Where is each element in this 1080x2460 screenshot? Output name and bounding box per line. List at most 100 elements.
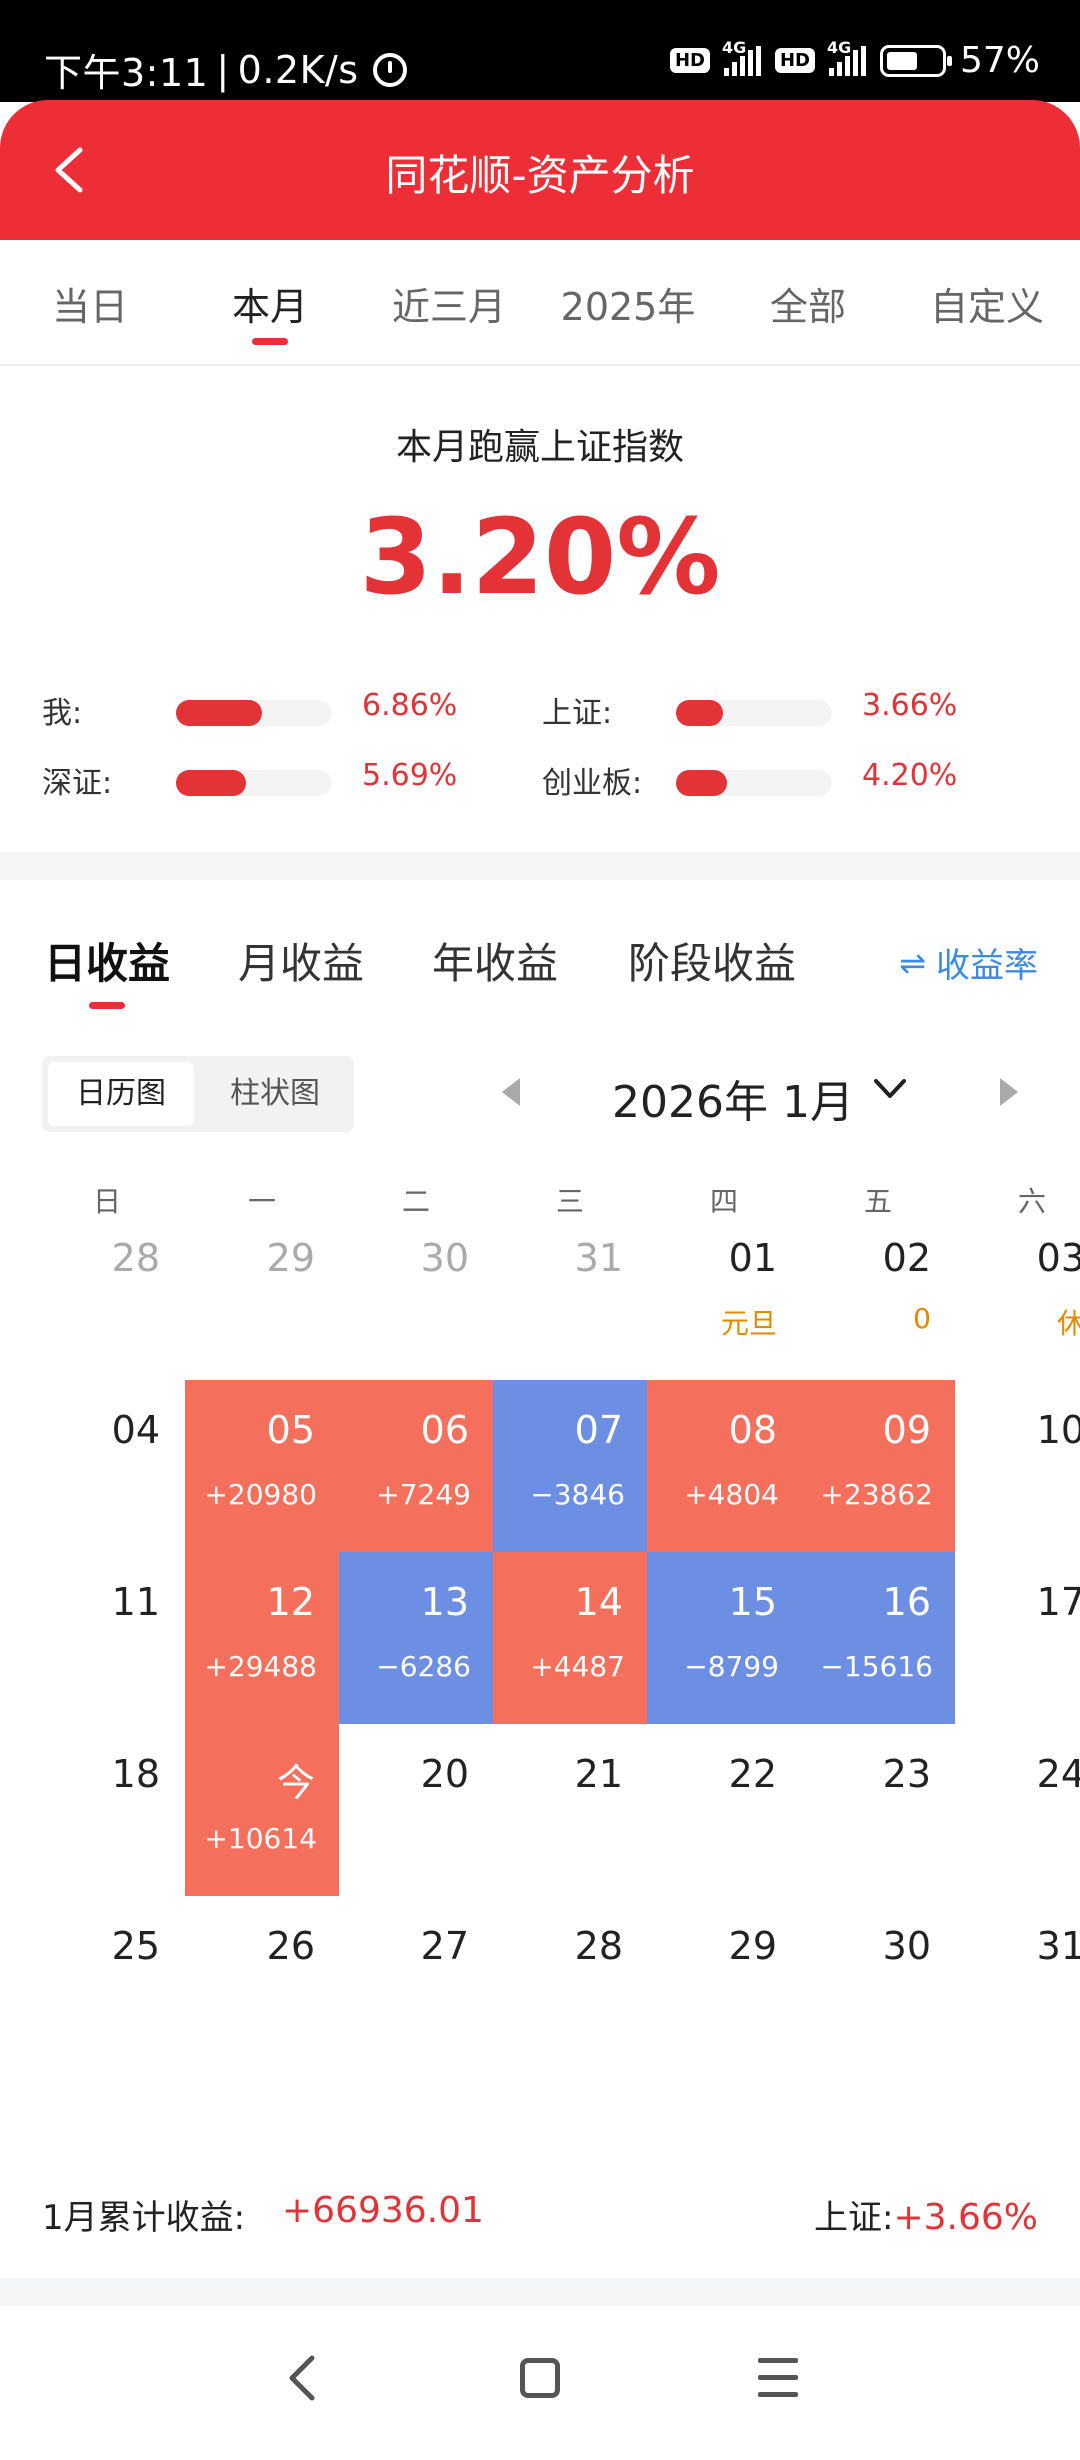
day-number: 28 <box>574 1924 623 1968</box>
calendar-day-cell[interactable]: 今 +10614 <box>185 1724 339 1896</box>
day-number: 25 <box>111 1924 160 1968</box>
day-profit: +20980 <box>204 1478 317 1511</box>
day-profit: −8799 <box>684 1650 779 1683</box>
calendar-day-cell[interactable]: 18 <box>30 1724 184 1896</box>
compare-row-shenzhen: 深证: 5.69% <box>42 758 522 801</box>
weekday-label: 一 <box>247 1185 276 1218</box>
tab-today[interactable]: 当日 <box>0 276 180 331</box>
hd-icon: HD <box>669 48 710 73</box>
day-profit: +23862 <box>820 1478 933 1511</box>
calendar-day-cell[interactable]: 12 +29488 <box>185 1552 339 1724</box>
calendar-day-cell[interactable]: 31 <box>493 1208 647 1380</box>
calendar-day-cell[interactable]: 06 +7249 <box>339 1380 493 1552</box>
calendar-day-cell[interactable]: 24 <box>955 1724 1080 1896</box>
day-number: 27 <box>420 1924 469 1968</box>
tab-monthly-profit[interactable]: 月收益 <box>238 930 364 991</box>
tab-this-month[interactable]: 本月 <box>180 276 360 345</box>
calendar-day-cell[interactable]: 05 +20980 <box>185 1380 339 1552</box>
calendar-day-cell[interactable]: 09 +23862 <box>801 1380 955 1552</box>
day-number: 20 <box>420 1752 469 1796</box>
day-number: 26 <box>266 1924 315 1968</box>
weekday-label: 五 <box>863 1185 892 1218</box>
tab-label: 全部 <box>769 285 846 329</box>
calendar-day-cell[interactable]: 29 <box>647 1896 801 2068</box>
tab-year-2025[interactable]: 2025年 <box>538 276 718 331</box>
nav-menu-icon[interactable] <box>758 2358 798 2398</box>
calendar-day-cell[interactable]: 21 <box>493 1724 647 1896</box>
calendar-day-cell[interactable]: 23 <box>801 1724 955 1896</box>
compare-row-mine: 我: 6.86% <box>42 688 522 731</box>
tab-all[interactable]: 全部 <box>718 276 898 331</box>
day-number: 10 <box>1036 1408 1080 1452</box>
tab-custom[interactable]: 自定义 <box>897 276 1077 331</box>
bar-view-button[interactable]: 柱状图 <box>230 1076 320 1111</box>
calendar-day-cell[interactable]: 31 <box>955 1896 1080 2068</box>
compare-value: 3.66% <box>862 688 958 723</box>
calendar-day-cell[interactable]: 29 <box>185 1208 339 1380</box>
hd-icon-2: HD <box>774 48 815 73</box>
calendar-day-cell[interactable]: 20 <box>339 1724 493 1896</box>
back-icon[interactable] <box>50 146 90 194</box>
calendar-day-cell[interactable]: 04 <box>30 1380 184 1552</box>
day-number: 01 <box>728 1236 777 1280</box>
calendar-day-cell[interactable]: 13 −6286 <box>339 1552 493 1724</box>
tab-stage-profit[interactable]: 阶段收益 <box>628 930 796 991</box>
calendar-day-cell[interactable]: 08 +4804 <box>647 1380 801 1552</box>
compare-bar-fill <box>676 700 723 726</box>
day-number: 17 <box>1036 1580 1080 1624</box>
tab-yearly-profit[interactable]: 年收益 <box>432 930 558 991</box>
day-number: 02 <box>882 1236 931 1280</box>
rate-toggle-button[interactable]: ⇌ 收益率 <box>899 938 1038 987</box>
day-profit: +29488 <box>204 1650 317 1683</box>
calendar-day-cell[interactable]: 30 <box>339 1208 493 1380</box>
calendar-day-cell[interactable]: 28 <box>30 1208 184 1380</box>
prev-month-icon[interactable] <box>502 1078 520 1106</box>
compare-value: 4.20% <box>862 758 958 793</box>
day-number: 07 <box>574 1408 623 1452</box>
day-note: 元旦 <box>720 1307 777 1340</box>
compare-bar <box>676 700 832 726</box>
day-number: 21 <box>574 1752 623 1796</box>
calendar-day-cell[interactable]: 27 <box>339 1896 493 2068</box>
day-profit: +10614 <box>204 1822 317 1855</box>
calendar-view-button[interactable]: 日历图 <box>48 1062 194 1126</box>
calendar-day-cell[interactable]: 17 <box>955 1552 1080 1724</box>
day-note: 0 <box>913 1302 931 1335</box>
calendar-day-cell[interactable]: 25 <box>30 1896 184 2068</box>
calendar-day-cell[interactable]: 15 −8799 <box>647 1552 801 1724</box>
next-month-icon[interactable] <box>1000 1078 1018 1106</box>
day-number: 04 <box>111 1408 160 1452</box>
calendar-day-cell[interactable]: 03 休 <box>955 1208 1080 1380</box>
tab-three-months[interactable]: 近三月 <box>359 276 539 331</box>
month-total-label: 1月累计收益: <box>42 2198 246 2238</box>
summary-heading: 本月跑赢上证指数 <box>395 427 684 468</box>
tab-label: 月收益 <box>238 939 365 988</box>
compare-bar-fill <box>176 700 262 726</box>
chevron-down-icon[interactable] <box>872 1076 908 1102</box>
status-left: 下午3:11 | 0.2K/s <box>44 42 407 97</box>
calendar-day-cell[interactable]: 26 <box>185 1896 339 2068</box>
nav-home-icon[interactable] <box>520 2358 560 2398</box>
day-number: 29 <box>728 1924 777 1968</box>
calendar-day-cell[interactable]: 30 <box>801 1896 955 2068</box>
tab-label: 本月 <box>231 285 308 329</box>
calendar-day-cell[interactable]: 22 <box>647 1724 801 1896</box>
month-selector[interactable]: 2026年 1月 <box>612 1077 854 1128</box>
calendar-day-cell[interactable]: 10 <box>955 1380 1080 1552</box>
day-number: 24 <box>1036 1752 1080 1796</box>
calendar-day-cell[interactable]: 11 <box>30 1552 184 1724</box>
calendar-day-cell[interactable]: 07 −3846 <box>493 1380 647 1552</box>
day-number: 30 <box>420 1236 469 1280</box>
calendar-day-cell[interactable]: 16 −15616 <box>801 1552 955 1724</box>
day-number: 31 <box>574 1236 623 1280</box>
compare-row-chinext: 创业板: 4.20% <box>542 758 1022 801</box>
day-number: 06 <box>420 1408 469 1452</box>
calendar-day-cell[interactable]: 14 +4487 <box>493 1552 647 1724</box>
calendar-day-cell[interactable]: 01 元旦 <box>647 1208 801 1380</box>
calendar-day-cell[interactable]: 02 0 <box>801 1208 955 1380</box>
nav-back-icon[interactable] <box>282 2352 322 2404</box>
tab-daily-profit[interactable]: 日收益 <box>44 930 170 1009</box>
system-nav-bar <box>0 2306 1080 2460</box>
calendar-day-cell[interactable]: 28 <box>493 1896 647 2068</box>
weekday-label: 三 <box>555 1185 584 1218</box>
